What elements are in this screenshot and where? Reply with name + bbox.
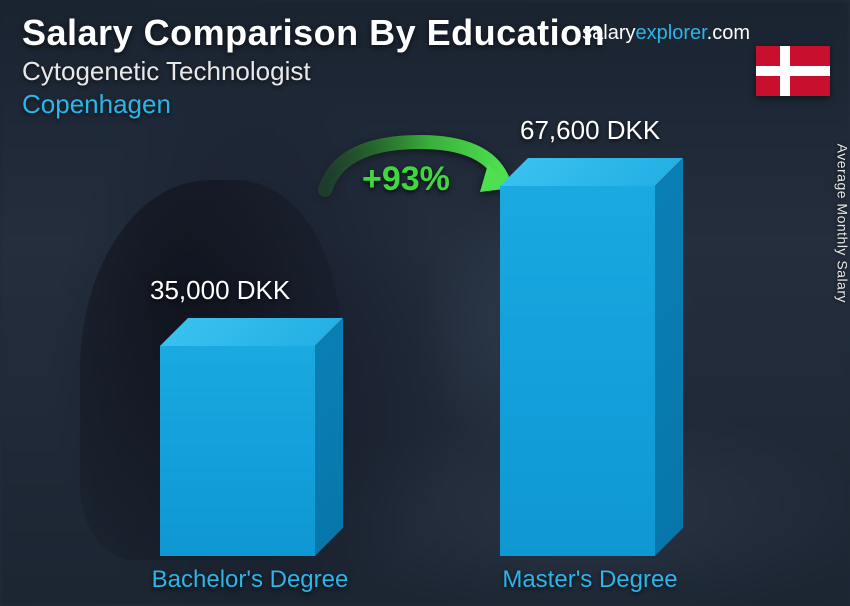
denmark-flag-icon [756, 46, 830, 96]
location: Copenhagen [22, 89, 828, 120]
bar-side [655, 158, 683, 556]
bar-front [160, 346, 315, 556]
bar-value-masters: 67,600 DKK [520, 115, 660, 146]
brand-logo: salaryexplorer.com [582, 22, 750, 45]
percentage-increase: +93% [362, 160, 450, 199]
chart-area: +93% 35,000 DKK Bachelor's Degree 67,600… [0, 140, 850, 606]
bar-label-masters: Master's Degree [490, 566, 690, 594]
bar-label-bachelors: Bachelor's Degree [140, 566, 360, 594]
job-title: Cytogenetic Technologist [22, 56, 828, 87]
bar-top [500, 158, 683, 186]
brand-part3: .com [707, 22, 750, 44]
bar-top [160, 318, 343, 346]
bar-value-bachelors: 35,000 DKK [150, 275, 290, 306]
bar-front [500, 186, 655, 556]
bar-side [315, 318, 343, 556]
brand-part1: salary [582, 22, 635, 44]
brand-part2: explorer [636, 22, 707, 44]
